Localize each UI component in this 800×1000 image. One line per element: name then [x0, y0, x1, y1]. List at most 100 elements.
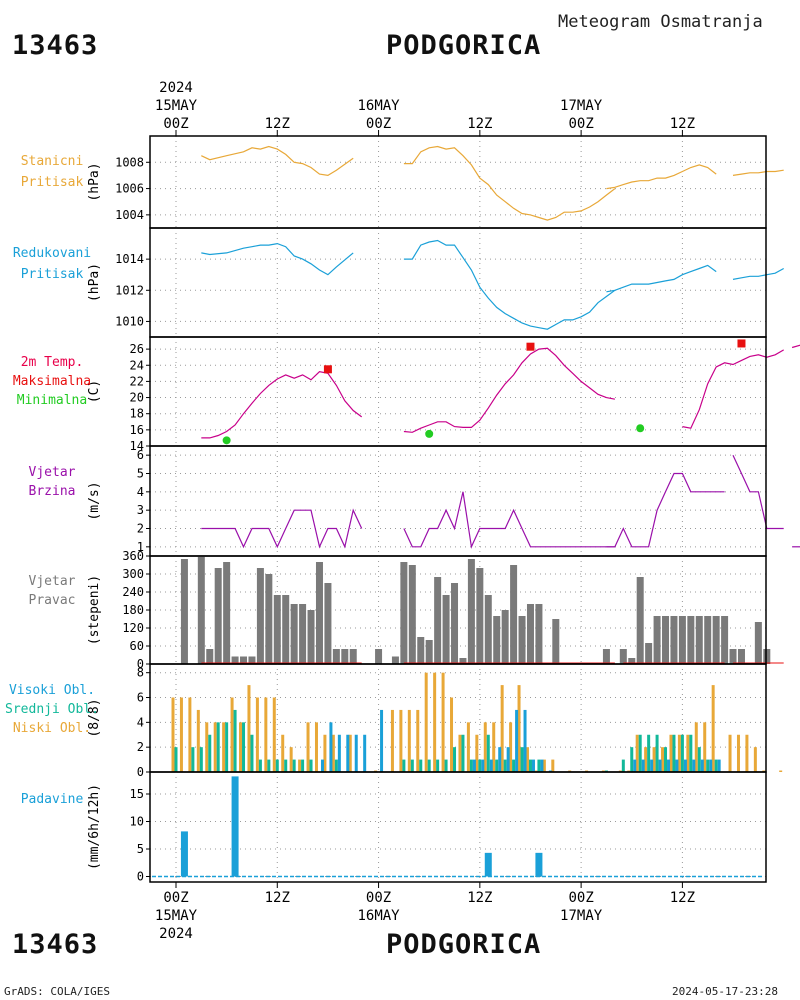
- cloud-bar: [641, 759, 645, 772]
- cloud-bar: [239, 722, 243, 772]
- x-tick-label: 12Z: [265, 116, 290, 132]
- cloud-bar: [402, 759, 406, 772]
- cloud-bar: [281, 734, 285, 772]
- cloud-bar: [658, 759, 662, 772]
- series-label: Padavine: [21, 792, 84, 807]
- cloud-bar: [427, 759, 431, 772]
- cloud-bar: [331, 734, 335, 772]
- cloud-bar: [174, 747, 178, 772]
- cloud-bar: [677, 734, 681, 772]
- cloud-bar: [242, 722, 246, 772]
- series-label: 2m Temp.: [21, 355, 84, 370]
- direction-bar: [552, 619, 560, 664]
- cloud-bar: [633, 759, 637, 772]
- cloud-bar: [399, 709, 403, 772]
- direction-bar: [459, 658, 467, 664]
- panel-frame: [149, 227, 767, 338]
- panel-temperature: 14 16 18 20 22 24 26 (C)2m Temp. Maksimalna Minim…: [13, 336, 800, 453]
- cloud-bar: [250, 734, 254, 772]
- city-title-top: PODGORICA: [386, 30, 542, 61]
- direction-bar: [687, 616, 695, 664]
- min-temp-marker: [222, 436, 231, 445]
- panel-cloud_cover: 0 2 4 6 8 (8/8)Visoki Obl. Srednji Obl. Niski O…: [5, 663, 783, 779]
- direction-bar: [535, 604, 543, 664]
- series-label: Pritisak: [21, 267, 84, 282]
- series-line-station_pressure: [732, 169, 784, 176]
- series-label: Maksimalna: [13, 374, 91, 389]
- cloud-bar: [664, 747, 668, 772]
- cloud-bar: [444, 759, 448, 772]
- direction-bar: [763, 649, 771, 664]
- cloud-bar: [706, 759, 710, 772]
- direction-bar: [653, 616, 661, 664]
- cloud-bar: [171, 697, 175, 772]
- y-tick-label: 5: [137, 467, 144, 481]
- cloud-bar: [675, 759, 679, 772]
- direction-bar: [451, 583, 459, 664]
- cloud-bar: [503, 759, 507, 772]
- footer-timestamp: 2024-05-17-23:28: [672, 985, 778, 998]
- direction-bar: [501, 610, 509, 664]
- cloud-bar: [450, 697, 454, 772]
- direction-bar: [231, 656, 239, 664]
- y-tick-label: 1010: [115, 314, 144, 328]
- year-label: 2024: [159, 926, 193, 942]
- series-line-reduced_pressure: [606, 264, 717, 293]
- direction-bar: [324, 583, 332, 664]
- cloud-bar: [407, 709, 411, 772]
- direction-bar: [484, 595, 492, 664]
- cloud-bar: [466, 722, 470, 772]
- direction-bar: [619, 649, 627, 664]
- y-tick-label: 5: [137, 842, 144, 856]
- cloud-bar: [416, 709, 420, 772]
- x-tick-label: 12Z: [265, 890, 290, 906]
- direction-bar: [754, 622, 762, 664]
- cloud-bar: [348, 734, 352, 772]
- cloud-bar: [436, 759, 440, 772]
- direction-bar: [214, 568, 222, 664]
- city-title-bottom: PODGORICA: [386, 929, 542, 960]
- cloud-bar: [441, 672, 445, 772]
- max-temp-marker: [737, 339, 746, 348]
- direction-bar: [248, 656, 256, 664]
- direction-bar: [349, 649, 357, 664]
- y-tick-label: 120: [122, 621, 144, 635]
- max-temp-marker: [323, 365, 332, 374]
- cloud-bar: [736, 734, 740, 772]
- cloud-bar: [216, 722, 220, 772]
- direction-bar: [476, 568, 484, 664]
- direction-bar: [704, 616, 712, 664]
- cloud-bar: [478, 759, 482, 772]
- cloud-bar: [346, 734, 350, 772]
- top-time-axis: 00Z 12Z 00Z 12Z 00Z 12Z 15MAY 2024 16MAY 17MAY: [155, 80, 695, 136]
- y-axis-label: (m/s): [87, 481, 102, 520]
- series-label: Pritisak: [21, 175, 84, 190]
- cloud-bar: [284, 759, 288, 772]
- y-axis-label: (C): [87, 380, 102, 403]
- series-line-temperature: [791, 344, 800, 349]
- y-tick-label: 1: [137, 540, 144, 554]
- date-label: 16MAY: [357, 98, 400, 114]
- y-tick-label: 18: [130, 407, 144, 421]
- series-line-wind_speed: [732, 454, 784, 530]
- cloud-bar: [655, 734, 659, 772]
- x-tick-label: 00Z: [568, 890, 593, 906]
- cloud-bar: [314, 722, 318, 772]
- station-id-top: 13463: [12, 30, 99, 61]
- y-axis-label: (mm/6h/12h): [87, 784, 102, 870]
- cloud-bar: [542, 759, 546, 772]
- cloud-bar: [745, 734, 749, 772]
- y-tick-label: 1014: [115, 252, 144, 266]
- cloud-bar: [233, 709, 237, 772]
- series-label: Pravac: [29, 593, 76, 608]
- series-line-reduced_pressure: [201, 242, 354, 276]
- date-label: 17MAY: [560, 908, 603, 924]
- cloud-bar: [686, 734, 690, 772]
- direction-bar: [290, 604, 298, 664]
- y-tick-label: 22: [130, 374, 144, 388]
- cloud-bar: [225, 722, 229, 772]
- cloud-bar: [222, 722, 226, 772]
- cloud-bar: [267, 759, 271, 772]
- y-tick-label: 1012: [115, 283, 144, 297]
- series-label: Srednji Obl.: [5, 702, 99, 717]
